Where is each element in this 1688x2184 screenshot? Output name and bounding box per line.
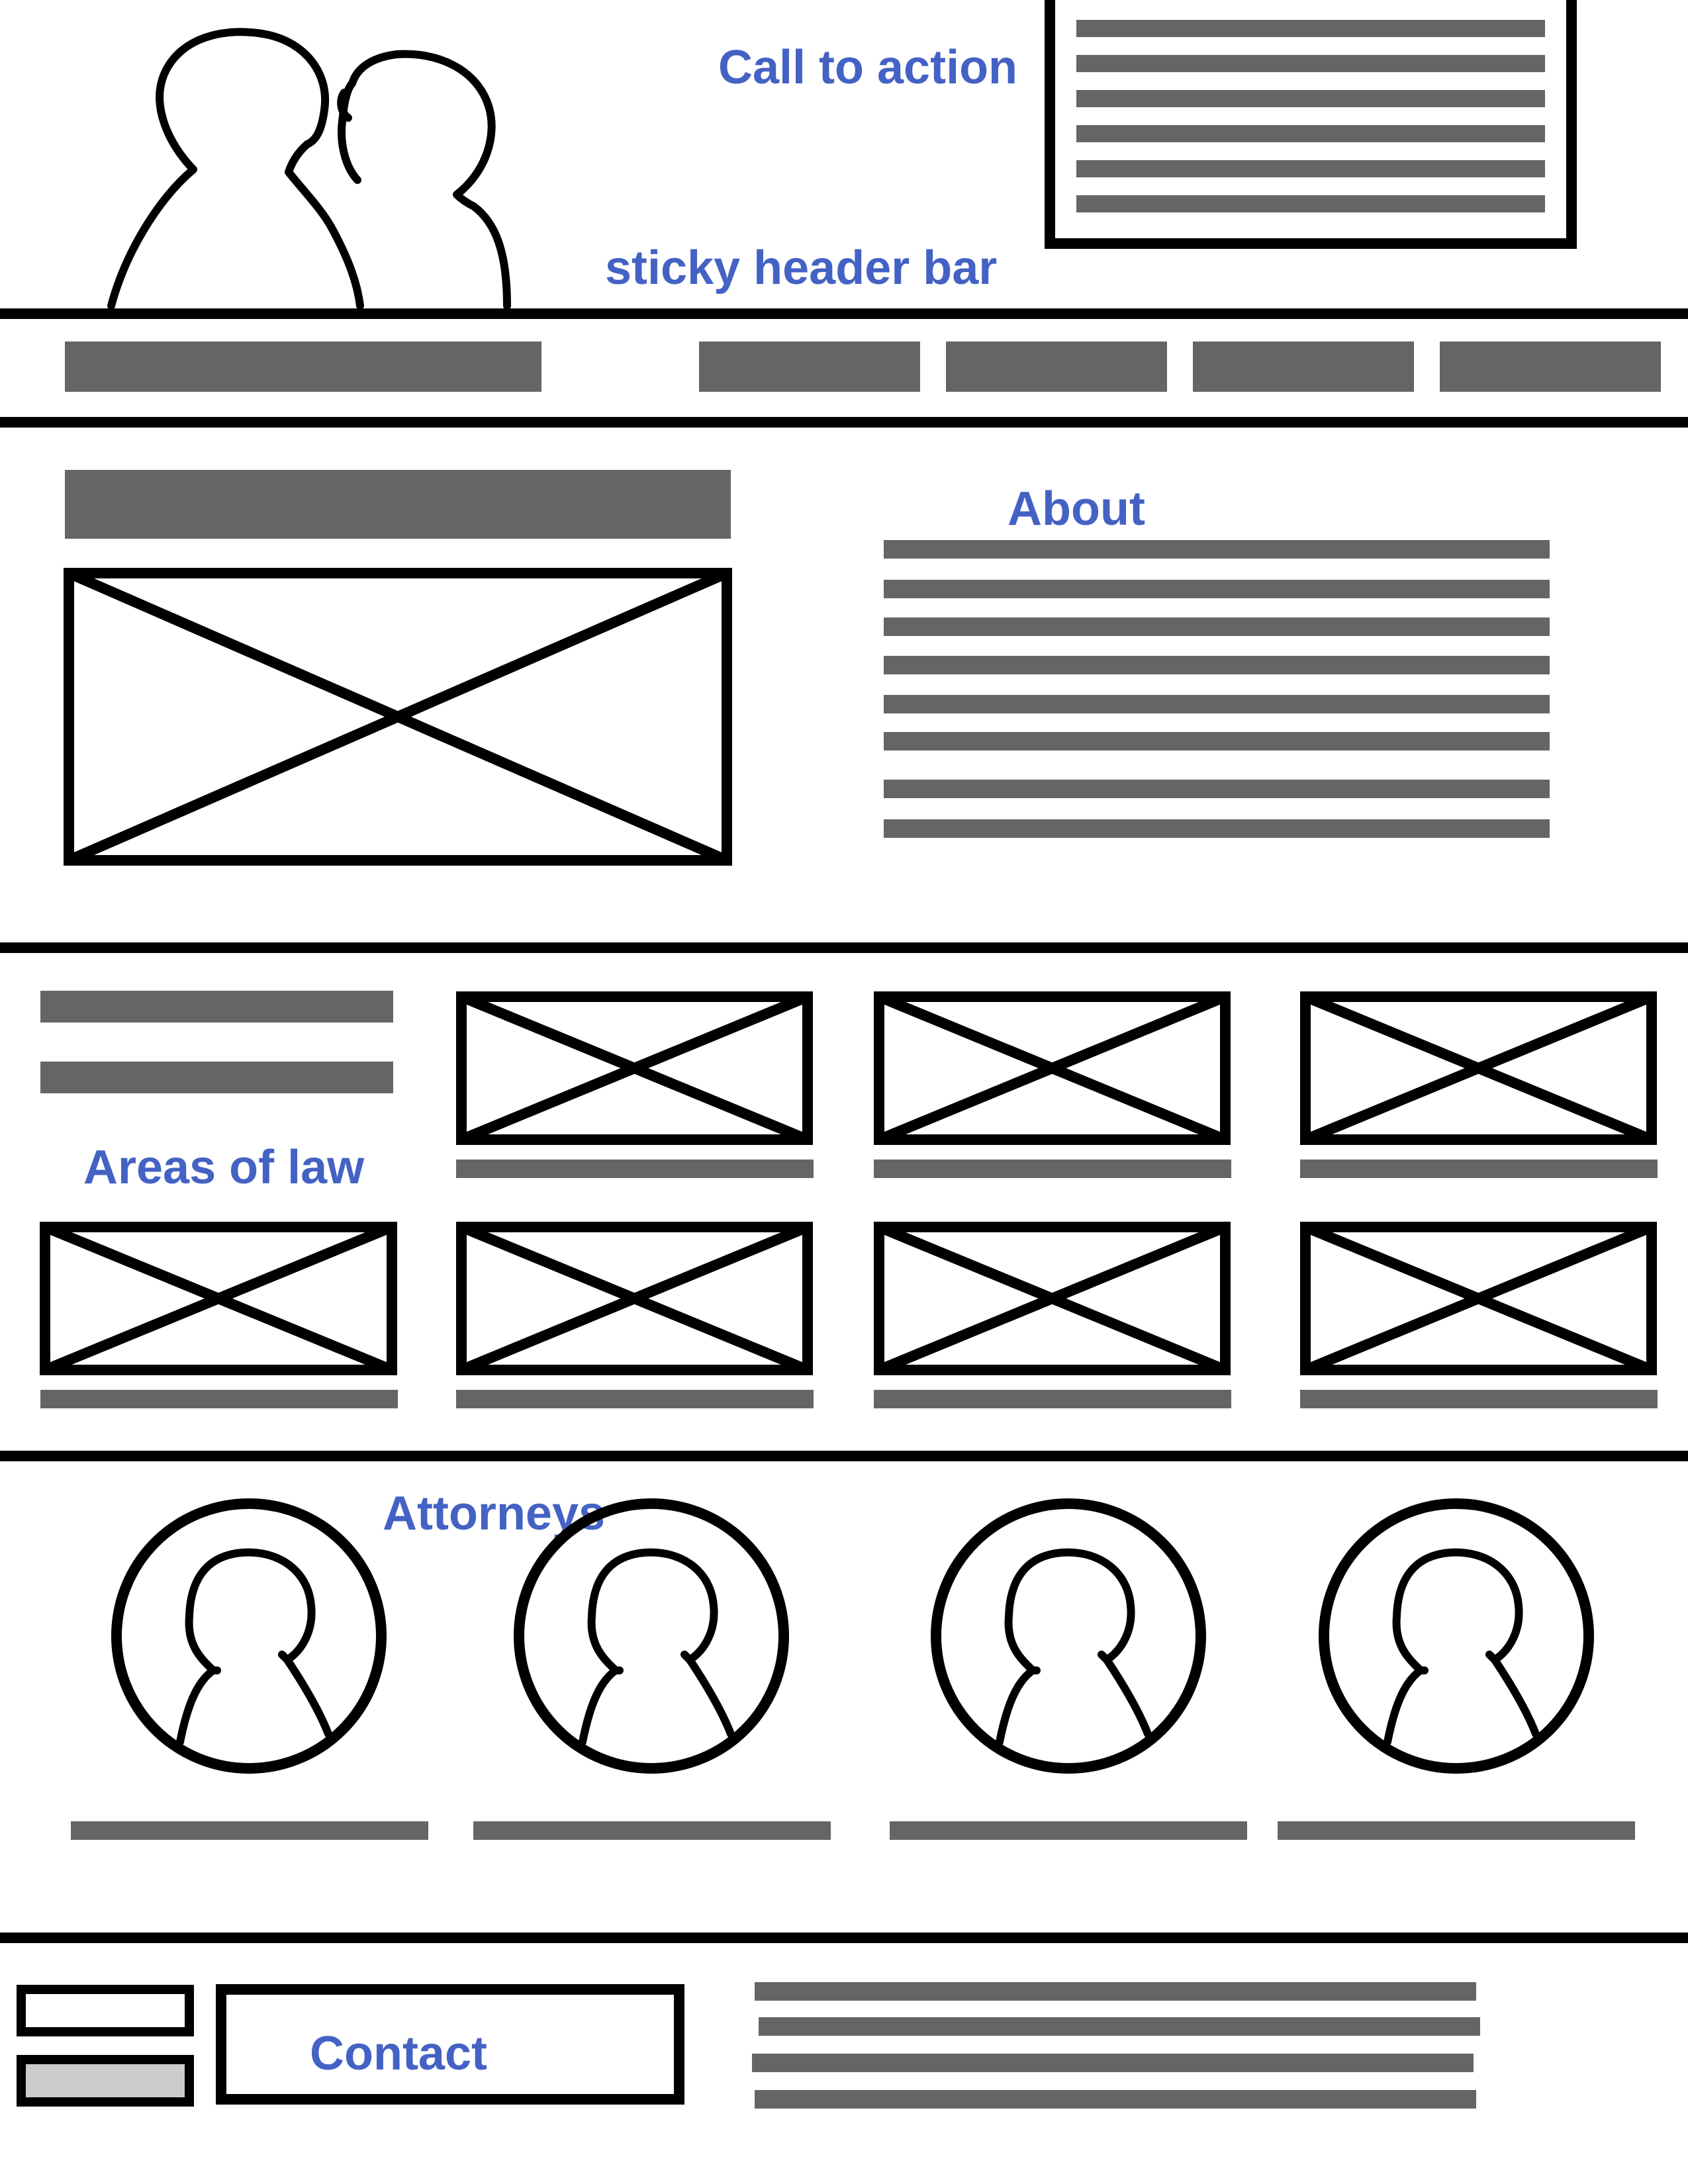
text-line bbox=[1076, 160, 1545, 177]
text-line bbox=[755, 2090, 1476, 2109]
nav-item[interactable] bbox=[946, 341, 1167, 392]
attorney-card[interactable] bbox=[1278, 1504, 1635, 1840]
heading-placeholder bbox=[40, 991, 393, 1023]
text-line bbox=[884, 732, 1550, 751]
text-line bbox=[884, 819, 1550, 838]
hero-people-illustration bbox=[107, 28, 511, 310]
text-line bbox=[1076, 20, 1545, 37]
text-line bbox=[1076, 90, 1545, 107]
divider bbox=[0, 942, 1688, 953]
heading-placeholder bbox=[65, 470, 731, 539]
call-to-action-frame bbox=[1045, 0, 1577, 249]
about-section: About bbox=[64, 470, 1550, 866]
attorney-name-placeholder bbox=[71, 1821, 428, 1840]
contact-section: Contact bbox=[17, 1982, 1480, 2109]
sticky-header-label: sticky header bar bbox=[605, 242, 997, 295]
nav-item[interactable] bbox=[1440, 341, 1661, 392]
practice-area-card[interactable] bbox=[456, 991, 813, 1145]
sticky-header-bar bbox=[65, 341, 1661, 392]
practice-area-caption bbox=[40, 1390, 398, 1408]
contact-input-field[interactable] bbox=[17, 1985, 194, 2036]
attorney-name-placeholder bbox=[473, 1821, 831, 1840]
practice-area-caption bbox=[456, 1160, 814, 1178]
attorney-card[interactable] bbox=[71, 1504, 428, 1840]
practice-area-card[interactable] bbox=[874, 1222, 1231, 1375]
logo-placeholder[interactable] bbox=[65, 341, 541, 392]
person-avatar-icon bbox=[1324, 1504, 1589, 1768]
person-avatar-icon bbox=[117, 1504, 381, 1768]
practice-area-card[interactable] bbox=[1300, 1222, 1657, 1375]
attorney-card[interactable] bbox=[890, 1504, 1247, 1840]
practice-area-caption bbox=[1300, 1160, 1658, 1178]
practice-area-card[interactable] bbox=[40, 1222, 397, 1375]
person-avatar-icon bbox=[936, 1504, 1201, 1768]
text-line bbox=[1076, 55, 1545, 72]
nav-item[interactable] bbox=[1193, 341, 1414, 392]
divider bbox=[0, 308, 1688, 319]
text-line bbox=[884, 695, 1550, 713]
practice-area-caption bbox=[1300, 1390, 1658, 1408]
about-text-block bbox=[884, 540, 1550, 838]
text-line bbox=[759, 2017, 1480, 2036]
text-line bbox=[884, 656, 1550, 674]
practice-area-card[interactable] bbox=[1300, 991, 1657, 1145]
divider bbox=[0, 1933, 1688, 1943]
contact-label: Contact bbox=[310, 2027, 487, 2080]
text-line bbox=[884, 617, 1550, 636]
divider bbox=[0, 1451, 1688, 1461]
person-avatar-icon bbox=[519, 1504, 784, 1768]
about-label: About bbox=[1008, 482, 1145, 535]
practice-area-caption bbox=[874, 1390, 1231, 1408]
text-line bbox=[752, 2054, 1474, 2072]
heading-placeholder bbox=[40, 1062, 393, 1093]
contact-input-field-filled[interactable] bbox=[17, 2055, 194, 2107]
text-line bbox=[755, 1982, 1476, 2001]
practice-area-caption bbox=[874, 1160, 1231, 1178]
text-line bbox=[1076, 195, 1545, 212]
contact-text-block bbox=[752, 1982, 1480, 2109]
divider bbox=[0, 417, 1688, 428]
attorneys-section: Attorneys bbox=[71, 1487, 1635, 1840]
attorney-card[interactable] bbox=[473, 1504, 831, 1840]
text-line bbox=[884, 580, 1550, 598]
contact-button[interactable] bbox=[216, 1984, 684, 2105]
call-to-action-label: Call to action bbox=[718, 41, 1017, 94]
text-line bbox=[884, 780, 1550, 798]
attorney-name-placeholder bbox=[1278, 1821, 1635, 1840]
text-line bbox=[884, 540, 1550, 559]
practice-area-caption bbox=[456, 1390, 814, 1408]
call-to-action-box[interactable] bbox=[1045, 0, 1577, 249]
image-placeholder bbox=[64, 568, 732, 866]
practice-area-card[interactable] bbox=[456, 1222, 813, 1375]
attorney-name-placeholder bbox=[890, 1821, 1247, 1840]
areas-of-law-section: Areas of law bbox=[40, 991, 1658, 1408]
text-line bbox=[1076, 125, 1545, 142]
practice-area-card[interactable] bbox=[874, 991, 1231, 1145]
areas-of-law-label: Areas of law bbox=[83, 1141, 365, 1194]
nav-item[interactable] bbox=[699, 341, 920, 392]
